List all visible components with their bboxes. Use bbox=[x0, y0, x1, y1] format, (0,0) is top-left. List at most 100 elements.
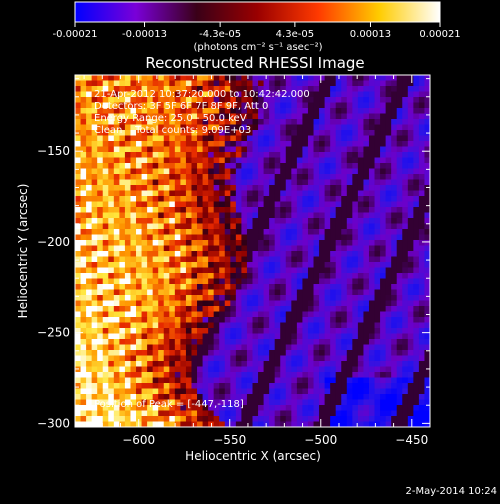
heatmap-cell bbox=[258, 207, 264, 213]
heatmap-cell bbox=[418, 152, 425, 158]
heatmap-cell bbox=[252, 383, 259, 389]
heatmap-cell bbox=[402, 251, 409, 257]
heatmap-cell bbox=[241, 223, 248, 230]
heatmap-cell bbox=[158, 179, 165, 186]
heatmap-cell bbox=[385, 168, 392, 175]
heatmap-cell bbox=[407, 157, 414, 164]
heatmap-cell bbox=[269, 328, 276, 334]
heatmap-cell bbox=[197, 168, 203, 175]
heatmap-cell bbox=[352, 97, 359, 103]
heatmap-cell bbox=[424, 163, 430, 169]
heatmap-cell bbox=[407, 366, 414, 373]
heatmap-cell bbox=[97, 223, 104, 230]
heatmap-cell bbox=[197, 256, 203, 263]
heatmap-cell bbox=[191, 168, 198, 175]
heatmap-cell bbox=[252, 322, 259, 329]
heatmap-cell bbox=[152, 262, 159, 268]
heatmap-cell bbox=[258, 273, 264, 279]
heatmap-cell bbox=[174, 333, 181, 340]
heatmap-cell bbox=[313, 388, 320, 395]
heatmap-cell bbox=[335, 273, 342, 279]
heatmap-cell bbox=[230, 102, 237, 109]
heatmap-cell bbox=[368, 201, 375, 208]
heatmap-cell bbox=[108, 135, 115, 142]
heatmap-cell bbox=[91, 388, 98, 395]
heatmap-cell bbox=[147, 300, 154, 307]
heatmap-cell bbox=[224, 245, 231, 252]
heatmap-cell bbox=[224, 256, 231, 263]
heatmap-cell bbox=[152, 399, 159, 406]
heatmap-cell bbox=[391, 361, 398, 367]
heatmap-cell bbox=[119, 86, 126, 92]
heatmap-cell bbox=[385, 295, 392, 301]
heatmap-cell bbox=[263, 102, 270, 109]
heatmap-cell bbox=[307, 344, 314, 351]
heatmap-cell bbox=[407, 311, 414, 318]
heatmap-cell bbox=[324, 218, 331, 224]
heatmap-cell bbox=[352, 311, 359, 318]
heatmap-cell bbox=[197, 284, 203, 290]
heatmap-cell bbox=[224, 168, 231, 175]
heatmap-cell bbox=[374, 251, 381, 257]
heatmap-cell bbox=[80, 267, 87, 274]
heatmap-cell bbox=[285, 201, 292, 208]
heatmap-cell bbox=[191, 234, 198, 241]
heatmap-cell bbox=[252, 306, 259, 312]
heatmap-cell bbox=[368, 295, 375, 301]
heatmap-cell bbox=[285, 262, 292, 268]
heatmap-cell bbox=[368, 86, 375, 92]
heatmap-cell bbox=[346, 350, 353, 356]
heatmap-cell bbox=[235, 245, 242, 252]
heatmap-cell bbox=[335, 388, 342, 395]
heatmap-cell bbox=[396, 344, 403, 351]
heatmap-cell bbox=[202, 372, 209, 378]
heatmap-cell bbox=[407, 75, 414, 81]
heatmap-cell bbox=[319, 372, 326, 378]
heatmap-cell bbox=[152, 267, 159, 274]
heatmap-cell bbox=[296, 75, 303, 81]
heatmap-cell bbox=[202, 267, 209, 274]
heatmap-cell bbox=[108, 355, 115, 362]
heatmap-cell bbox=[75, 113, 81, 120]
heatmap-cell bbox=[185, 394, 192, 400]
heatmap-cell bbox=[102, 361, 109, 367]
heatmap-cell bbox=[374, 295, 381, 301]
heatmap-cell bbox=[158, 80, 165, 87]
heatmap-cell bbox=[246, 383, 253, 389]
heatmap-cell bbox=[102, 135, 109, 142]
heatmap-cell bbox=[219, 240, 226, 246]
heatmap-cell bbox=[230, 421, 237, 427]
heatmap-cell bbox=[230, 262, 237, 268]
heatmap-cell bbox=[230, 388, 237, 395]
heatmap-cell bbox=[169, 196, 176, 202]
heatmap-cell bbox=[335, 119, 342, 125]
heatmap-cell bbox=[291, 86, 298, 92]
heatmap-cell bbox=[241, 421, 248, 427]
heatmap-cell bbox=[119, 256, 126, 263]
heatmap-cell bbox=[246, 157, 253, 164]
heatmap-cell bbox=[202, 168, 209, 175]
heatmap-cell bbox=[424, 251, 430, 257]
heatmap-cell bbox=[319, 80, 326, 87]
heatmap-cell bbox=[174, 223, 181, 230]
heatmap-cell bbox=[263, 377, 270, 384]
heatmap-cell bbox=[291, 355, 298, 362]
heatmap-cell bbox=[224, 295, 231, 301]
heatmap-cell bbox=[335, 289, 342, 296]
heatmap-cell bbox=[141, 251, 148, 257]
heatmap-cell bbox=[346, 212, 353, 219]
heatmap-cell bbox=[413, 119, 420, 125]
heatmap-cell bbox=[141, 223, 148, 230]
heatmap-cell bbox=[291, 306, 298, 312]
heatmap-cell bbox=[86, 388, 93, 395]
heatmap-cell bbox=[357, 240, 364, 246]
heatmap-cell bbox=[158, 311, 165, 318]
heatmap-cell bbox=[330, 218, 337, 224]
heatmap-cell bbox=[341, 223, 348, 230]
heatmap-cell bbox=[424, 168, 430, 175]
heatmap-cell bbox=[368, 278, 375, 285]
heatmap-cell bbox=[280, 168, 287, 175]
heatmap-cell bbox=[108, 130, 115, 136]
heatmap-cell bbox=[252, 377, 259, 384]
heatmap-cell bbox=[274, 146, 281, 153]
